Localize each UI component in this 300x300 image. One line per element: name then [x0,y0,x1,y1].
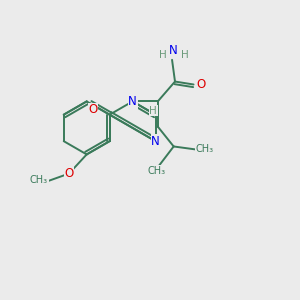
Text: H: H [149,106,157,116]
Text: O: O [196,78,206,91]
Text: CH₃: CH₃ [195,144,213,154]
Text: H: H [159,50,167,59]
Text: N: N [169,44,178,58]
Text: N: N [128,95,137,108]
Text: O: O [88,103,98,116]
Text: CH₃: CH₃ [147,166,165,176]
Text: N: N [151,135,160,148]
Text: CH₃: CH₃ [30,175,48,185]
Text: O: O [64,167,74,180]
Text: H: H [181,50,188,59]
